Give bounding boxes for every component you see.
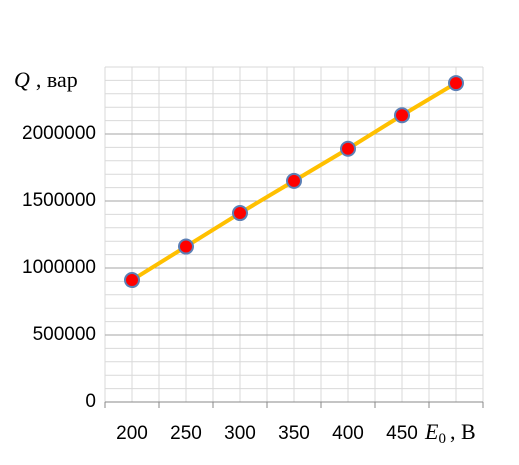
y-tick-label: 500000 (33, 324, 96, 345)
x-subscript: 0 (438, 431, 446, 447)
marker (232, 205, 248, 222)
y-symbol: Q (14, 67, 30, 92)
y-tick-label: 1500000 (22, 190, 96, 211)
x-symbol: E (424, 419, 439, 444)
marker (340, 140, 356, 157)
y-tick-label: 2000000 (22, 123, 96, 144)
marker (124, 272, 140, 289)
x-tick-label: 450 (386, 423, 418, 444)
marker (286, 172, 302, 189)
marker (394, 107, 410, 124)
y-tick-label: 1000000 (22, 257, 96, 278)
x-tick-label: 300 (224, 423, 256, 444)
y-axis-title: Q, вар (14, 67, 78, 92)
marker (448, 75, 464, 92)
x-tick-label: 400 (332, 423, 364, 444)
x-tick-label: 250 (170, 423, 202, 444)
x-unit: , В (450, 419, 476, 444)
x-axis-title: E0, В (424, 419, 476, 447)
marker (178, 238, 194, 255)
y-unit: , вар (36, 67, 78, 92)
x-tick-label: 350 (278, 423, 310, 444)
y-tick-label: 0 (85, 391, 96, 412)
x-tick-label: 200 (116, 423, 148, 444)
